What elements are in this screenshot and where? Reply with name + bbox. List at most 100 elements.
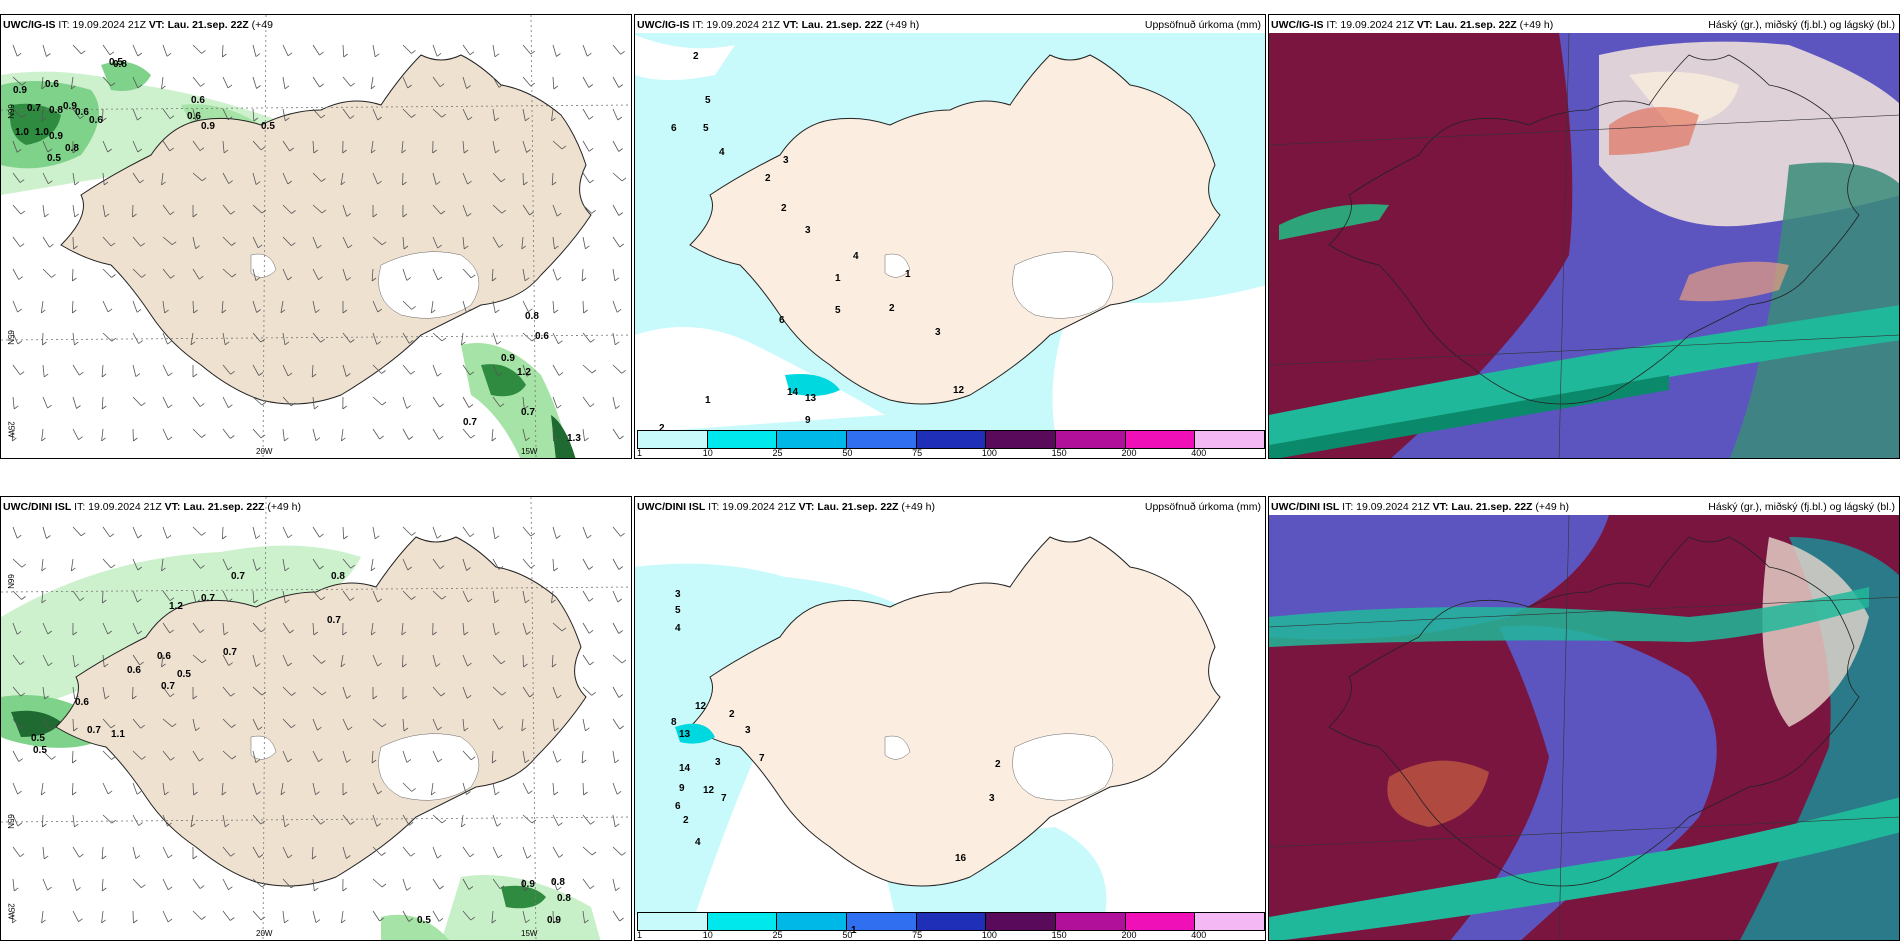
- wind-barb: [282, 236, 292, 246]
- init-time: IT: 19.09.2024 21Z: [708, 501, 796, 513]
- wind-barb: [492, 558, 500, 570]
- wind-barb-flag: [403, 727, 409, 732]
- wind-barb-flag: [439, 885, 444, 890]
- wind-barb-flag: [104, 213, 110, 218]
- map-canvas[interactable]: [1, 497, 632, 941]
- init-time: IT: 19.09.2024 21Z: [1326, 19, 1414, 31]
- wind-barb-flag: [73, 245, 78, 250]
- wind-barb: [342, 204, 348, 217]
- map-value-label: 2: [729, 709, 735, 720]
- wind-barb-flag: [257, 244, 263, 249]
- wind-barb: [40, 300, 44, 313]
- wind-barb: [612, 782, 618, 795]
- wind-barb: [432, 718, 439, 731]
- wind-barb: [132, 526, 139, 539]
- wind-barb: [342, 686, 348, 699]
- wind-barb-flag: [371, 631, 376, 636]
- wind-barb: [462, 108, 469, 121]
- wind-barb-flag: [166, 534, 172, 539]
- wind-barb: [491, 750, 494, 764]
- wind-barb-flag: [619, 917, 624, 922]
- wind-barb: [552, 910, 554, 924]
- wind-barb: [402, 172, 404, 186]
- wind-barb-flag: [554, 727, 559, 732]
- wind-barb: [192, 654, 203, 664]
- cloud-map-canvas[interactable]: [1269, 497, 1900, 941]
- map-canvas[interactable]: [635, 497, 1266, 941]
- wind-barb: [612, 44, 621, 55]
- wind-barb: [192, 236, 196, 249]
- wind-barb: [132, 140, 139, 153]
- wind-barb-flag: [16, 52, 22, 57]
- wind-barb-flag: [44, 213, 49, 218]
- wind-barb: [222, 718, 232, 728]
- colorbar-segment: [986, 913, 1057, 930]
- wind-barb-flag: [195, 117, 201, 122]
- wind-barb-flag: [530, 50, 536, 55]
- wind-barb-flag: [260, 338, 266, 343]
- wind-barb: [582, 558, 590, 570]
- map-value-label: 1.3: [567, 433, 581, 444]
- wind-barb-flag: [101, 919, 106, 924]
- wind-barb: [282, 558, 286, 571]
- map-canvas[interactable]: [1, 15, 632, 459]
- wind-barb-flag: [161, 567, 166, 572]
- wind-barb-flag: [230, 210, 235, 215]
- wind-barb-flag: [285, 117, 290, 122]
- map-panel-dini-wind: UWC/DINI ISL IT: 19.09.2024 21Z VT: Lau.…: [0, 496, 632, 941]
- wind-barb-flag: [467, 662, 472, 667]
- wind-barb-flag: [133, 919, 138, 924]
- wind-barb-flag: [463, 149, 469, 154]
- wind-barb-flag: [72, 309, 77, 314]
- wind-barb-flag: [21, 563, 27, 568]
- wind-barb-flag: [529, 211, 534, 216]
- init-time: IT: 19.09.2024 21Z: [1342, 501, 1430, 513]
- wind-barb-flag: [588, 566, 594, 570]
- map-value-label: 2: [995, 759, 1001, 770]
- model-name: UWC/IG-IS: [1271, 19, 1324, 31]
- map-value-label: 8: [671, 717, 677, 728]
- wind-barb-flag: [377, 662, 382, 667]
- wind-barb: [612, 750, 616, 763]
- wind-barb: [612, 364, 622, 374]
- wind-barb-flag: [80, 50, 86, 55]
- precip-colorbar: 1 10 25 50 75 100 150 200 400: [635, 912, 1265, 940]
- wind-barb: [162, 44, 168, 57]
- map-panel-igis-clouds: UWC/IG-IS IT: 19.09.2024 21Z VT: Lau. 21…: [1268, 14, 1900, 459]
- wind-barb: [462, 204, 468, 217]
- wind-barb: [192, 396, 201, 407]
- wind-barb-flag: [287, 662, 293, 667]
- wind-barb-flag: [260, 820, 266, 825]
- wind-barb-flag: [554, 245, 559, 250]
- wind-barb-flag: [615, 405, 620, 410]
- cloud-map-canvas[interactable]: [1269, 15, 1900, 459]
- colorbar-segment: [638, 431, 708, 448]
- map-canvas[interactable]: [635, 15, 1266, 459]
- wind-barb-flag: [614, 823, 620, 828]
- wind-barb: [102, 526, 111, 538]
- wind-barb-flag: [340, 181, 346, 186]
- wind-barb: [162, 364, 169, 376]
- wind-barb: [282, 686, 292, 696]
- wind-barb-flag: [618, 212, 624, 216]
- wind-barb: [192, 44, 202, 54]
- wind-barb-flag: [558, 822, 563, 827]
- wind-barb-flag: [195, 599, 201, 604]
- wind-barb: [162, 108, 171, 119]
- wind-barb-flag: [46, 53, 51, 57]
- wind-barb: [12, 622, 18, 635]
- wind-barb: [492, 878, 501, 889]
- wind-barb-flag: [289, 629, 294, 634]
- wind-barb: [402, 428, 410, 440]
- wind-barb: [582, 300, 584, 314]
- wind-barb: [342, 268, 347, 281]
- wind-barb: [432, 204, 442, 215]
- wind-barb-flag: [193, 791, 198, 796]
- wind-barb-flag: [314, 405, 319, 410]
- wind-barb: [162, 718, 173, 728]
- wind-barb-flag: [551, 117, 556, 122]
- wind-barb: [192, 558, 201, 569]
- wind-barb: [612, 558, 620, 570]
- wind-barb-flag: [495, 309, 500, 314]
- wind-barb-flag: [467, 180, 472, 185]
